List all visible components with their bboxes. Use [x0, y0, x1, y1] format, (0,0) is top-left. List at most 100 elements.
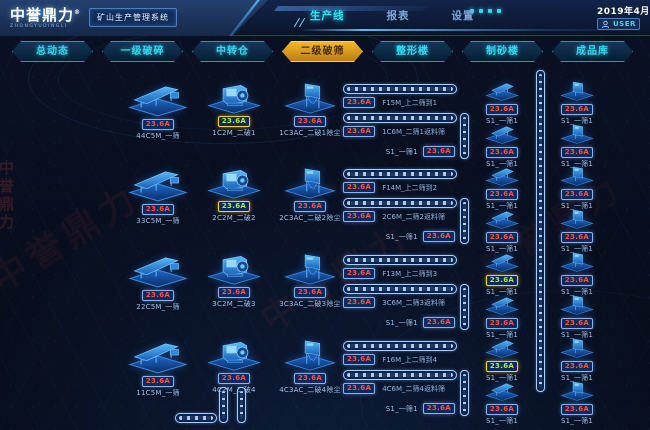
machine-label: S1_一筛1 [560, 374, 594, 382]
machine-label: 4C2M_二破4 [212, 386, 256, 394]
machine-bin[interactable]: 23.6A S1_一筛1 [517, 294, 637, 340]
conveyor-belt-horizontal [343, 341, 457, 351]
machine-dust[interactable]: 23.6A 1C3AC_二破1除尘 [250, 82, 370, 138]
machine-bin[interactable]: 23.6A S1_一筛1 [517, 123, 637, 169]
machine-bin[interactable]: 23.6A S1_一筛1 [517, 80, 637, 126]
bin-machine-icon [559, 251, 595, 274]
conveyor-belt-horizontal [343, 284, 457, 294]
tab-item[interactable]: 整形楼 [372, 41, 453, 62]
machine-label: 44C5M_一筛 [136, 132, 180, 140]
machine-label: S1_一筛1 [385, 318, 418, 327]
machine-label: 22C5M_一筛 [136, 303, 180, 311]
s1-screen-readout: S1_一筛1 23.6A [343, 317, 455, 328]
dust-machine-icon [284, 167, 336, 200]
machine-label: S1_一筛1 [560, 288, 594, 296]
current-value-badge: 23.6A [343, 354, 376, 365]
conveyor-belt-horizontal [343, 198, 457, 208]
machine-label: S1_一筛1 [560, 417, 594, 425]
user-menu[interactable]: USER [597, 18, 640, 30]
belt-label: F16M_上二筛到4 [382, 355, 438, 364]
tab-item[interactable]: 一级破碎 [102, 41, 183, 62]
belt-info: 23.6A F14M_上二筛到2 [343, 182, 437, 193]
conveyor-belt-horizontal [343, 255, 457, 265]
machine-screen[interactable]: 23.6A S1_一筛1 [442, 251, 562, 297]
machine-screen[interactable]: 23.6A S1_一筛1 [442, 80, 562, 126]
conveyor-belt-vertical [237, 387, 246, 423]
machine-label: 4C3AC_二破4除尘 [279, 386, 341, 394]
current-value-badge: 23.6A [485, 189, 519, 200]
decor-slashes: // [293, 16, 307, 29]
machine-screen[interactable]: 23.6A S1_一筛1 [442, 208, 562, 254]
machine-bin[interactable]: 23.6A S1_一筛1 [517, 337, 637, 383]
dust-machine-icon [284, 253, 336, 286]
machine-bin[interactable]: 23.6A S1_一筛1 [517, 251, 637, 297]
current-value-badge: 23.6A [422, 317, 455, 328]
machine-screen[interactable]: 23.6A S1_一筛1 [442, 165, 562, 211]
machine-conveyor[interactable]: 23.6A 11C5M_一筛 [98, 337, 218, 398]
machine-screen[interactable]: 23.6A S1_一筛1 [442, 123, 562, 169]
machine-bin[interactable]: 23.6A S1_一筛1 [517, 165, 637, 211]
nav-item[interactable]: 生产线 [310, 10, 345, 22]
current-value-badge: 23.6A [343, 182, 376, 193]
machine-bin[interactable]: 23.6A S1_一筛1 [517, 208, 637, 254]
tab-item[interactable]: 总动态 [12, 41, 93, 62]
tab-item[interactable]: 成品库 [552, 41, 633, 62]
belt-info: 23.6A F16M_上二筛到4 [343, 354, 437, 365]
machine-crusher[interactable]: 23.6A 3C2M_二破3 [174, 252, 294, 309]
screen-machine-icon [484, 165, 520, 188]
machine-screen[interactable]: 23.6A S1_一筛1 [442, 380, 562, 426]
nav-item[interactable]: 报表 [386, 10, 410, 22]
nav-item[interactable]: 设置 [451, 10, 475, 22]
current-value-badge: 23.6A [485, 404, 519, 415]
machine-label: S1_一筛1 [485, 160, 519, 168]
machine-screen[interactable]: 23.6A S1_一筛1 [442, 294, 562, 340]
machine-crusher[interactable]: 23.6A 1C2M_二破1 [174, 81, 294, 138]
screen-machine-icon [484, 123, 520, 146]
process-diagram: 23.6A 44C5M_一筛 23.6A 1C2M_二破1 23.6A 1C3AC_二破1… [0, 66, 650, 430]
machine-screen[interactable]: 23.6A S1_一筛1 [442, 337, 562, 383]
machine-dust[interactable]: 23.6A 3C3AC_二破3除尘 [250, 253, 370, 309]
conveyor-belt-horizontal [343, 113, 457, 123]
current-value-badge: 23.6A [141, 290, 175, 301]
belt-label: 4C6M_二筛4返料筛 [382, 384, 445, 393]
logo-trademark: ® [74, 9, 82, 16]
tab-item[interactable]: 制砂楼 [462, 41, 543, 62]
current-value-badge: 23.6A [560, 318, 594, 329]
system-name-badge: 矿山生产管理系统 [89, 7, 178, 27]
machine-label: S1_一筛1 [385, 232, 418, 241]
machine-conveyor[interactable]: 23.6A 33C5M_一筛 [98, 165, 218, 226]
tab-item[interactable]: 中转仓 [192, 41, 273, 62]
screen-machine-icon [484, 337, 520, 360]
nav-underline [300, 29, 645, 31]
machine-crusher[interactable]: 23.6A 2C2M_二破2 [174, 166, 294, 223]
current-value-badge: 23.6A [560, 404, 594, 415]
machine-label: S1_一筛1 [560, 245, 594, 253]
current-value-badge: 23.6A [485, 232, 519, 243]
current-value-badge: 23.6A [422, 231, 455, 242]
machine-conveyor[interactable]: 23.6A 44C5M_一筛 [98, 80, 218, 141]
header-date: 2019年4月 [597, 7, 650, 17]
current-value-badge: 23.6A [293, 287, 327, 298]
belt-info: 23.6A F15M_上二筛到1 [343, 97, 437, 108]
machine-conveyor[interactable]: 23.6A 22C5M_一筛 [98, 251, 218, 312]
current-value-badge: 23.6A [141, 204, 175, 215]
machine-dust[interactable]: 23.6A 4C3AC_二破4除尘 [250, 339, 370, 395]
current-value-badge: 23.6A [217, 116, 251, 127]
conveyor-belt-horizontal [343, 84, 457, 94]
belt-info: 23.6A 2C6M_二筛2返料筛 [343, 211, 445, 222]
conveyor-belt-vertical [460, 370, 469, 416]
logo: 中誉鼎力® ZHONGYUDINGLI 矿山生产管理系统 [10, 5, 178, 29]
machine-label: S1_一筛1 [560, 160, 594, 168]
machine-bin[interactable]: 23.6A S1_一筛1 [517, 380, 637, 426]
current-value-badge: 23.6A [293, 116, 327, 127]
machine-dust[interactable]: 23.6A 2C3AC_二破2除尘 [250, 167, 370, 223]
tab-item[interactable]: 二级破筛 [282, 41, 363, 62]
current-value-badge: 23.6A [293, 373, 327, 384]
machine-label: S1_一筛1 [485, 417, 519, 425]
machine-label: S1_一筛1 [485, 331, 519, 339]
current-value-badge: 23.6A [217, 287, 251, 298]
screen-machine-icon [484, 208, 520, 231]
machine-crusher[interactable]: 23.6A 4C2M_二破4 [174, 338, 294, 395]
current-value-badge: 23.6A [485, 147, 519, 158]
belt-info: 23.6A F13M_上二筛到3 [343, 268, 437, 279]
